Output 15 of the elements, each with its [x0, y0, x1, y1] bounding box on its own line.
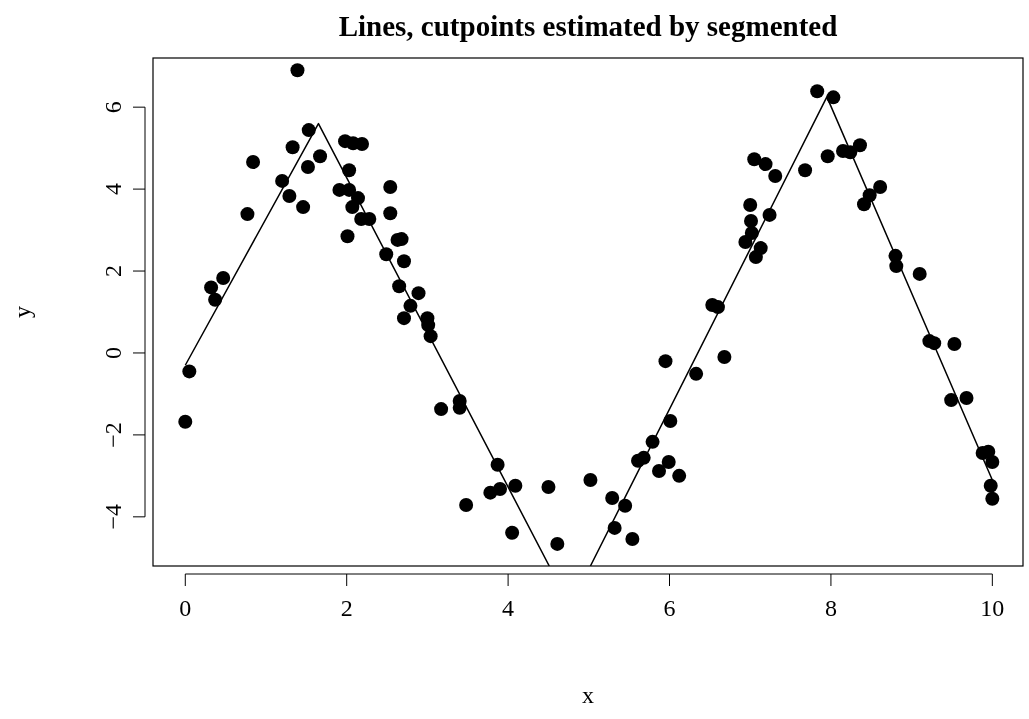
y-axis-title: y	[9, 306, 35, 318]
x-tick-label: 0	[179, 595, 192, 621]
y-tick-label: −4	[100, 504, 126, 530]
chart-title: Lines, cutpoints estimated by segmented	[338, 10, 838, 42]
x-tick-label: 2	[340, 595, 353, 621]
y-tick-label: 4	[100, 183, 126, 196]
y-tick-label: 6	[100, 101, 126, 114]
x-axis-title: x	[582, 682, 594, 708]
y-tick-label: 0	[100, 346, 126, 359]
y-tick-label: 2	[100, 265, 126, 278]
x-tick-label: 6	[663, 595, 676, 621]
x-tick-label: 4	[502, 595, 515, 621]
y-tick-label: −2	[100, 422, 126, 448]
x-tick-label: 10	[980, 595, 1005, 621]
x-tick-label: 8	[824, 595, 837, 621]
